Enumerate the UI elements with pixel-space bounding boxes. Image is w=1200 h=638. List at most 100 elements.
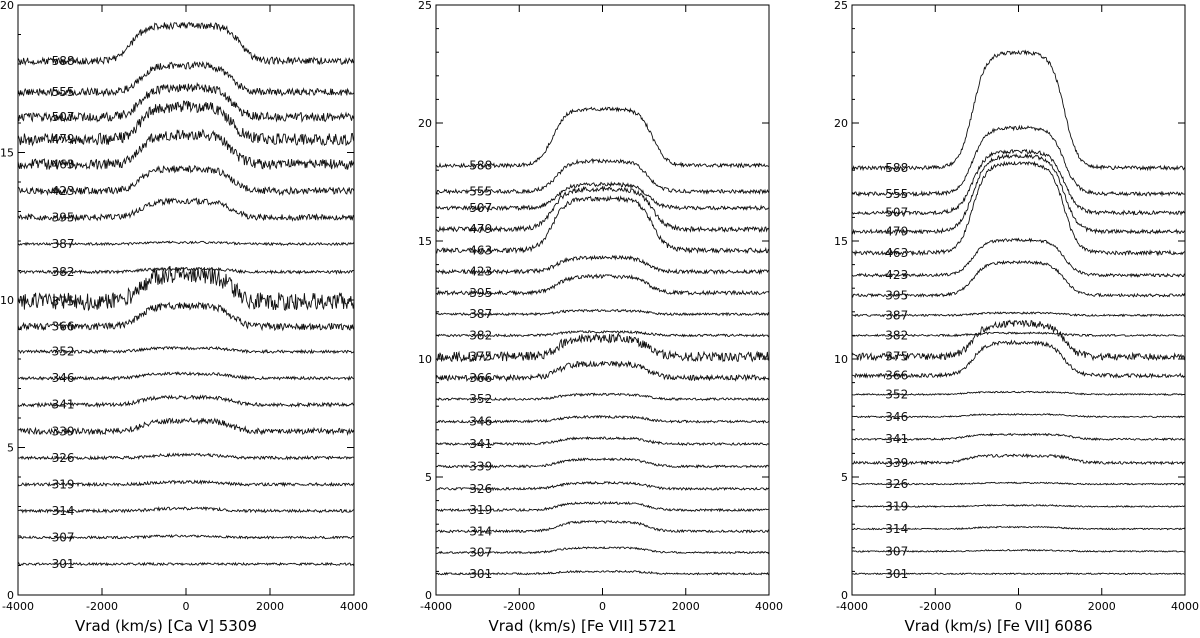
y-tick-label: 10: [834, 353, 848, 366]
spectrum-line-479: [851, 153, 1186, 235]
x-tick-label: 2000: [256, 600, 284, 613]
x-tick-label: -4000: [420, 600, 452, 613]
spectrum-label-395: 395: [885, 288, 908, 302]
spectrum-label-326: 326: [52, 451, 75, 465]
x-tick-label: -2000: [86, 600, 118, 613]
spectrum-line-366: [435, 360, 770, 383]
x-axis-title: Vrad (km/s) [Ca V] 5309: [75, 617, 257, 635]
spectrum-line-387: [851, 311, 1186, 318]
spectrum-line-301: [852, 572, 1186, 576]
spectrum-line-507: [435, 181, 770, 212]
spectrum-line-352: [435, 392, 770, 402]
spectrum-line-387: [17, 240, 355, 247]
spectrum-line-463: [851, 160, 1186, 257]
spectrum-label-366: 366: [469, 371, 492, 385]
spectrum-line-326: [17, 452, 355, 461]
spectrum-label-301: 301: [885, 567, 908, 581]
x-tick-label: -4000: [836, 600, 868, 613]
y-tick-label: 5: [7, 442, 14, 455]
spectrum-line-375: [851, 319, 1186, 362]
spectrum-label-301: 301: [52, 557, 75, 571]
spectrum-line-326: [435, 480, 770, 492]
spectrum-label-395: 395: [52, 210, 75, 224]
spectrum-label-479: 479: [469, 222, 492, 236]
spectrum-label-352: 352: [469, 392, 492, 406]
spectrum-line-326: [851, 481, 1186, 486]
spectrum-label-326: 326: [885, 477, 908, 491]
spectrum-label-346: 346: [469, 415, 492, 429]
x-tick-label: 2000: [672, 600, 700, 613]
panel-1: -4000 -2000 0 2000 4000 0 5 10 15 20 301 307 314 319 3…: [0, 0, 368, 635]
spectrum-line-395: [17, 197, 355, 223]
spectrum-label-588: 588: [885, 161, 908, 175]
spectrum-label-463: 463: [885, 246, 908, 260]
spectrum-line-507: [17, 81, 355, 123]
spectrum-label-463: 463: [52, 157, 75, 171]
spectrum-line-479: [17, 100, 355, 147]
spectrum-label-382: 382: [52, 265, 75, 279]
spectrum-label-588: 588: [469, 158, 492, 172]
spectrum-line-507: [851, 148, 1186, 216]
spectrum-label-479: 479: [885, 225, 908, 239]
spectrum-label-507: 507: [52, 110, 75, 124]
spectrum-line-339: [851, 453, 1186, 466]
spectrum-label-423: 423: [469, 265, 492, 279]
x-tick-label: 0: [183, 600, 190, 613]
spectrum-label-555: 555: [469, 184, 492, 198]
spectrum-line-319: [852, 504, 1186, 508]
spectrum-label-352: 352: [885, 387, 908, 401]
spectrum-label-307: 307: [52, 530, 75, 544]
x-tick-label: 0: [599, 600, 606, 613]
x-axis-title: Vrad (km/s) [Fe VII] 6086: [904, 617, 1092, 635]
spectrum-line-307: [17, 534, 355, 540]
x-tick-label: 2000: [1088, 600, 1116, 613]
spectrum-label-382: 382: [469, 328, 492, 342]
spectrum-label-326: 326: [469, 482, 492, 496]
spectrum-label-314: 314: [885, 522, 908, 536]
x-tick-label: 4000: [1171, 600, 1199, 613]
spectrum-line-588: [17, 21, 355, 66]
spectrum-line-588: [435, 106, 770, 169]
spectrum-line-375: [17, 265, 355, 312]
spectrum-line-346: [17, 371, 355, 381]
spectrum-line-555: [435, 157, 770, 195]
spectrum-label-314: 314: [469, 524, 492, 538]
spectrum-line-366: [851, 339, 1186, 380]
spectrum-label-507: 507: [885, 206, 908, 220]
x-tick-label: -2000: [919, 600, 951, 613]
spectrum-line-588: [851, 49, 1186, 172]
spectrum-line-301: [435, 569, 770, 576]
spectrum-label-341: 341: [469, 437, 492, 451]
spectrum-label-339: 339: [52, 424, 75, 438]
spectrum-label-555: 555: [885, 187, 908, 201]
spectrum-label-366: 366: [52, 320, 75, 334]
y-tick-label: 0: [841, 589, 848, 602]
spectrum-line-463: [17, 128, 355, 171]
spectrum-line-395: [435, 273, 770, 297]
spectrum-label-395: 395: [469, 286, 492, 300]
spectrum-label-352: 352: [52, 345, 75, 359]
y-tick-label: 15: [418, 235, 432, 248]
spectrum-label-387: 387: [885, 308, 908, 322]
spectrum-label-423: 423: [52, 184, 75, 198]
spectrum-line-555: [17, 60, 355, 98]
spectrum-label-375: 375: [885, 350, 908, 364]
spectrum-label-346: 346: [885, 410, 908, 424]
spectrum-line-339: [435, 457, 770, 469]
spectrum-label-341: 341: [885, 432, 908, 446]
spectrum-line-341: [17, 394, 355, 409]
spectrum-label-339: 339: [885, 456, 908, 470]
spectrum-line-382: [435, 330, 770, 338]
spectrum-label-479: 479: [52, 132, 75, 146]
spectrum-label-319: 319: [52, 477, 75, 491]
panel-3: -4000 -2000 0 2000 4000 0 5 10 15 20 25 301 307 314 31…: [834, 0, 1199, 635]
spectrum-line-301: [17, 561, 355, 567]
spectrum-line-395: [851, 259, 1186, 298]
spectrum-line-314: [435, 519, 770, 534]
y-tick-label: 25: [834, 0, 848, 12]
spectrum-line-463: [435, 195, 770, 255]
spectrum-line-307: [436, 546, 770, 555]
spectrum-label-307: 307: [469, 546, 492, 560]
spectrum-line-423: [851, 237, 1186, 279]
spectrum-line-382: [851, 331, 1185, 338]
